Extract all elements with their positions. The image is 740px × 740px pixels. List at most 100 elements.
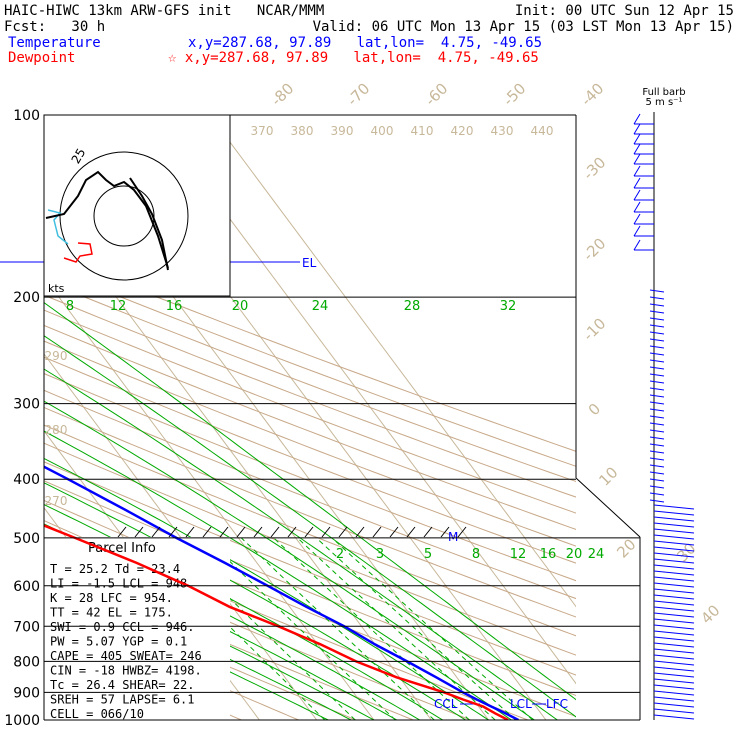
wind-barb [653,618,695,624]
parcel-info-row: SREH = 57 LAPSE= 6.1 [50,693,195,707]
hatch-mark [253,526,263,538]
hatch-mark [355,526,365,538]
hodograph-trace-upper2 [129,177,169,271]
wind-barb [649,450,665,454]
pressure-tick-label: 300 [13,397,40,413]
wind-barb [653,684,695,690]
wind-barb [649,352,665,356]
hatch-mark [151,526,161,538]
wind-barb [649,366,665,370]
isotherm-label: 20 [613,535,639,561]
plot-right-diagonal [575,477,641,538]
pressure-tick-label: 1000 [4,713,40,729]
isotherm-label: -70 [343,79,373,109]
wind-barb [653,612,695,618]
dry-adiabat-line [44,406,576,618]
el-label: EL [302,256,317,270]
wind-barb [653,606,695,612]
dewpoint-profile [44,524,509,720]
wind-barb-flag [633,133,641,145]
wind-barb-flag [633,153,641,165]
wind-barb [649,338,665,342]
theta-label: 290 [45,349,68,363]
dry-adiabat-line [44,461,576,676]
mixing-ratio-label: 16 [540,547,557,562]
wind-barb [653,660,695,666]
mixing-ratio-line [315,537,517,720]
wind-barb [653,522,695,528]
isotherm-line [44,353,318,720]
isotherm-label: -50 [499,79,529,109]
moist-adiabat-label: 16 [166,299,183,314]
barb-legend-line2: 5 m s⁻¹ [646,97,683,108]
header-line1-left: HAIC-HIWC 13km ARW-GFS init NCAR/MMM [4,3,325,19]
isotherm-label: 0 [585,400,604,419]
wind-barb [649,387,665,391]
dry-adiabat-line [44,356,576,564]
wind-barb [649,485,665,489]
hodograph-ring-label: 25 [69,146,89,166]
wind-barb [653,642,695,648]
moist-adiabat-label: 32 [500,299,517,314]
theta-label: 280 [45,423,68,437]
wind-barb [653,636,695,642]
hatch-mark [219,526,229,538]
wind-barb [653,552,695,558]
wind-barb-flag [633,201,641,213]
dry-adiabat-line [44,340,576,547]
theta-label: 270 [45,494,68,508]
wind-barb [649,310,665,314]
isotherm-label: -60 [421,79,451,109]
wind-barb [653,708,695,714]
wind-barb [653,702,695,708]
wind-barb [653,558,695,564]
mixing-ratio-line [167,537,356,720]
theta-label: 400 [371,124,394,138]
mixing-ratio-line [273,537,470,720]
wind-barb [653,588,695,594]
isotherm-label: -10 [579,314,609,344]
theta-label: 430 [491,124,514,138]
hodograph-units-label: kts [48,282,65,295]
pressure-tick-label: 900 [13,685,40,701]
mixing-ratio-label: 2 [336,547,344,562]
wind-barb [653,516,695,522]
wind-barb [649,345,665,349]
wind-barb-flag [633,177,641,189]
hatch-mark [338,526,348,538]
dry-adiabat-line [44,251,576,452]
wind-barb [649,359,665,363]
wind-barb [649,422,665,426]
wind-barb-flag [633,123,641,135]
dry-adiabat-line [44,279,576,483]
isotherm-label: -80 [267,79,297,109]
pressure-tick-label: 100 [13,108,40,124]
parcel-info-title: Parcel Info [88,541,156,556]
moist-adiabat-label: 24 [312,299,329,314]
wind-barb [649,499,665,503]
moist-adiabat-label: 8 [66,299,74,314]
wind-barb [649,317,665,321]
hatch-mark [406,526,416,538]
isotherm-label: 40 [697,601,723,627]
wind-barb [653,672,695,678]
wind-barb [649,401,665,405]
dry-adiabat-line [44,324,576,530]
pressure-tick-label: 700 [13,619,40,635]
parcel-info-row: CAPE = 405 SWEAT= 246 [50,649,202,663]
wind-barb [649,296,665,300]
wind-barb [649,471,665,475]
wind-barb-flag [633,165,641,177]
wind-barb [649,380,665,384]
mixing-ratio-line [297,537,496,720]
wind-barb-flag [633,189,641,201]
dewpoint-legend-info: ☆ x,y=287.68, 97.89 lat,lon= 4.75, -49.6… [168,50,539,66]
mixing-ratio-label: 12 [510,547,527,562]
theta-label: 390 [331,124,354,138]
wind-barb-flag [633,143,641,155]
hatch-mark [457,526,467,538]
wind-barb [653,714,695,720]
mixing-ratio-label: 24 [588,547,605,562]
wind-barb [653,564,695,570]
moist-adiabat-label: 28 [404,299,421,314]
